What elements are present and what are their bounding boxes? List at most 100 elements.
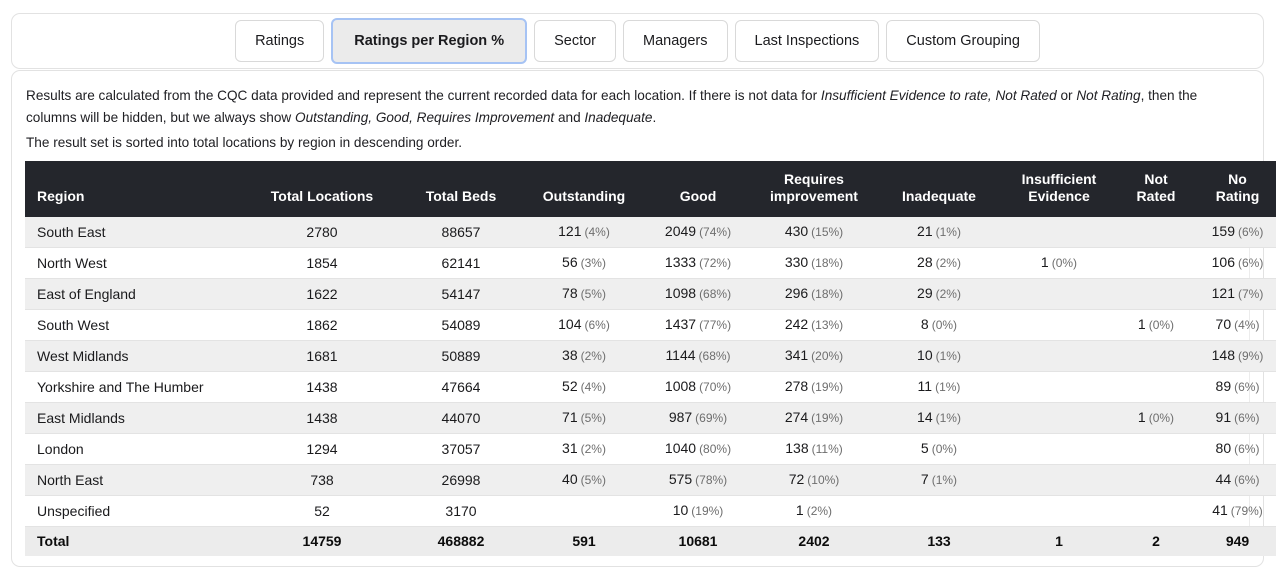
cell-rating: 148 (9%) (1197, 340, 1276, 372)
cell-total-beds: 44070 (397, 402, 525, 434)
cell-rating-total: 949 (1197, 526, 1276, 556)
rating-count: 242 (784, 316, 809, 332)
cell-total-locations: 1854 (247, 247, 397, 279)
description-text: or (1056, 88, 1077, 103)
cell-total-locations: 1438 (247, 402, 397, 434)
rating-percent: (77%) (699, 318, 732, 332)
rating-count: 1 (795, 502, 804, 518)
content-card: Results are calculated from the CQC data… (11, 70, 1276, 567)
cell-rating-total: 1 (1003, 526, 1115, 556)
rating-percent: (19%) (811, 380, 844, 394)
cell-total-locations: 52 (247, 495, 397, 527)
tab-sector[interactable]: Sector (534, 19, 617, 63)
description-text: Insufficient Evidence to rate, Not Rated (820, 88, 1057, 103)
description-text: Results are calculated from the CQC data… (26, 88, 821, 103)
rating-percent: (74%) (699, 225, 732, 239)
table-header-row: Region Total Locations Total Beds Outstandi… (25, 161, 1276, 217)
col-header-outstanding: Outstanding (525, 161, 643, 217)
rating-percent: (78%) (695, 473, 728, 487)
rating-count: 38 (562, 347, 578, 363)
cell-rating: 121 (7%) (1197, 278, 1276, 310)
cell-rating: 44 (6%) (1197, 464, 1276, 496)
rating-count: 1008 (664, 378, 697, 394)
rating-percent: (18%) (811, 256, 844, 270)
cell-rating: 1 (0%) (1115, 309, 1197, 341)
cell-rating: 106 (6%) (1197, 247, 1276, 279)
sort-description: The result set is sorted into total loca… (26, 135, 463, 150)
cell-rating (1115, 217, 1197, 248)
cell-rating (1115, 247, 1197, 279)
cell-total-locations: 1862 (247, 309, 397, 341)
tab-managers[interactable]: Managers (623, 19, 728, 63)
cell-total-beds: 88657 (397, 217, 525, 248)
rating-count: 52 (562, 378, 578, 394)
rating-percent: (68%) (698, 349, 731, 363)
cell-rating (1003, 495, 1115, 527)
cell-rating (1003, 371, 1115, 403)
cell-rating: 1098 (68%) (643, 278, 753, 310)
cell-rating: 104 (6%) (525, 309, 643, 341)
col-header-total-beds: Total Beds (397, 161, 525, 217)
rating-count: 430 (784, 223, 809, 239)
cell-rating (1003, 340, 1115, 372)
cell-rating: 38 (2%) (525, 340, 643, 372)
rating-count: 29 (917, 285, 933, 301)
table-row-yorkshire-and-the-humber: Yorkshire and The Humber 1438 47664 52 (4%) 1… (25, 371, 1276, 403)
cell-rating: 29 (2%) (875, 278, 1003, 310)
cell-total-beds: 54147 (397, 278, 525, 310)
cell-rating: 330 (18%) (753, 247, 875, 279)
cell-region: South West (25, 309, 247, 341)
rating-count: 8 (920, 316, 929, 332)
rating-count: 1437 (664, 316, 697, 332)
rating-percent: (7%) (1238, 287, 1264, 301)
rating-count: 40 (562, 471, 578, 487)
rating-count: 89 (1215, 378, 1232, 394)
cell-rating: 52 (4%) (525, 371, 643, 403)
rating-count: 987 (668, 409, 693, 425)
cell-rating: 71 (5%) (525, 402, 643, 434)
tab-ratings-per-region[interactable]: Ratings per Region % (331, 17, 528, 65)
results-description: Results are calculated from the CQC data… (26, 85, 1250, 129)
rating-percent: (6%) (1234, 380, 1260, 394)
cell-rating: 40 (5%) (525, 464, 643, 496)
cell-total-beds: 3170 (397, 495, 525, 527)
rating-percent: (0%) (1148, 318, 1175, 332)
rating-percent: (1%) (935, 349, 961, 363)
rating-percent: (72%) (699, 256, 732, 270)
rating-count: 11 (917, 378, 933, 394)
rating-count: 138 (785, 440, 809, 456)
rating-percent: (79%) (1230, 504, 1263, 518)
cell-total-locations: 1438 (247, 371, 397, 403)
cell-rating (1003, 309, 1115, 341)
table-row-total: Total 14759 468882 591 10681 2402 133 1 2 949 (25, 526, 1276, 556)
rating-count: 278 (784, 378, 809, 394)
cell-rating (1115, 371, 1197, 403)
rating-percent: (2%) (935, 256, 961, 270)
ratings-table: Region Total Locations Total Beds Outstandi… (25, 161, 1276, 556)
cell-total-locations: 14759 (247, 526, 397, 556)
rating-percent: (18%) (811, 287, 844, 301)
col-header-good: Good (643, 161, 753, 217)
rating-count: 341 (784, 347, 809, 363)
cell-rating: 1 (0%) (1003, 247, 1115, 279)
col-header-total-locations: Total Locations (247, 161, 397, 217)
cell-rating: 1144 (68%) (643, 340, 753, 372)
rating-percent: (2%) (580, 442, 606, 456)
rating-count: 56 (562, 254, 578, 270)
tab-ratings[interactable]: Ratings (235, 19, 325, 63)
cell-rating (875, 495, 1003, 527)
cell-rating: 341 (20%) (753, 340, 875, 372)
cell-rating (1115, 340, 1197, 372)
rating-percent: (15%) (811, 225, 844, 239)
tab-last-inspections[interactable]: Last Inspections (734, 19, 880, 63)
cell-rating: 1437 (77%) (643, 309, 753, 341)
rating-percent: (1%) (935, 225, 961, 239)
rating-count: 159 (1211, 223, 1235, 239)
cell-rating: 56 (3%) (525, 247, 643, 279)
cell-total-locations: 2780 (247, 217, 397, 248)
cell-rating-total: 10681 (643, 526, 753, 556)
cell-rating: 1333 (72%) (643, 247, 753, 279)
cell-rating: 242 (13%) (753, 309, 875, 341)
rating-count: 274 (784, 409, 809, 425)
tab-custom-grouping[interactable]: Custom Grouping (886, 19, 1040, 63)
